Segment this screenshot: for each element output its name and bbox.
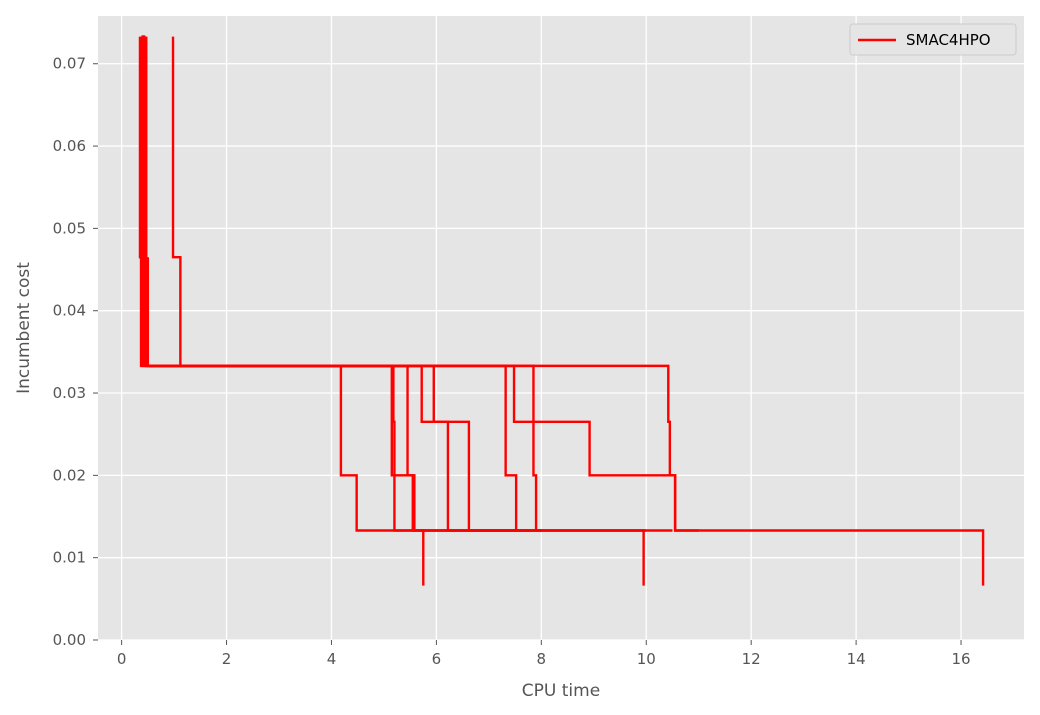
legend-label: SMAC4HPO <box>906 31 991 49</box>
x-tick-label: 0 <box>117 650 127 668</box>
x-tick-label: 10 <box>637 650 656 668</box>
axis-ticks: 0 2 4 6 8 10 12 14 16 0.00 0.01 0.02 0.03 0.04 0.05 0.0… <box>53 55 971 668</box>
legend: SMAC4HPO <box>849 23 1017 56</box>
y-tick-label: 0.01 <box>53 549 86 567</box>
series-line-smac4hpo <box>145 36 517 532</box>
legend-box <box>849 23 1017 56</box>
x-tick-label: 12 <box>742 650 761 668</box>
plot-background <box>98 16 1024 640</box>
x-tick-label: 4 <box>327 650 337 668</box>
y-tick-label: 0.02 <box>53 466 86 484</box>
series-lines <box>138 35 985 586</box>
y-tick-label: 0.03 <box>53 384 86 402</box>
series-line-smac4hpo <box>146 257 537 532</box>
x-tick-label: 14 <box>847 650 866 668</box>
x-tick-label: 8 <box>537 650 547 668</box>
y-tick-label: 0.04 <box>53 302 86 320</box>
x-tick-label: 2 <box>222 650 232 668</box>
y-axis-title: Incumbent cost <box>14 262 34 394</box>
y-tick-label: 0.06 <box>53 137 86 155</box>
x-tick-label: 6 <box>432 650 442 668</box>
grid <box>98 16 1024 641</box>
x-tick-label: 16 <box>951 650 970 668</box>
series-line-smac4hpo <box>149 364 699 532</box>
x-axis-title: CPU time <box>522 681 600 701</box>
y-tick-label: 0.05 <box>53 219 86 237</box>
y-tick-label: 0.00 <box>53 631 86 649</box>
series-line-smac4hpo <box>149 364 647 532</box>
y-tick-label: 0.07 <box>53 55 86 73</box>
